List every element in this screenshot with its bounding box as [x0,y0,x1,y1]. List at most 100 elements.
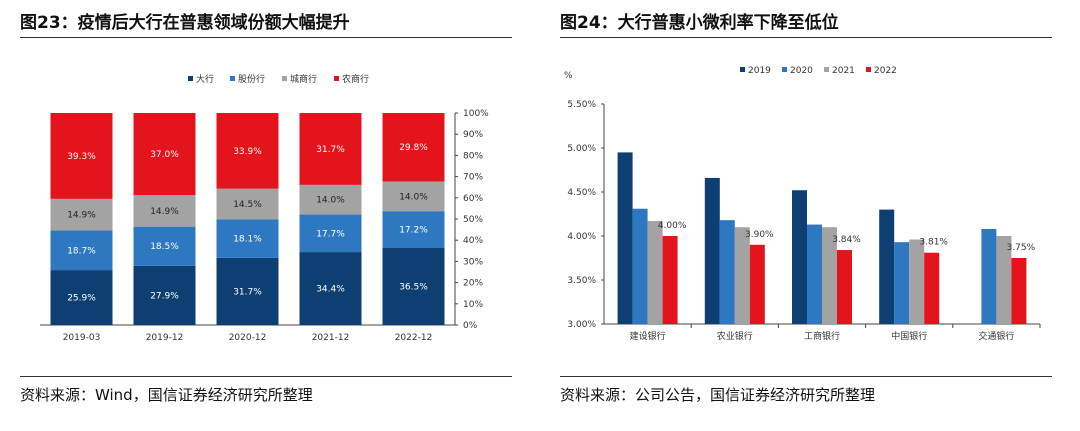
bar [909,239,925,324]
bar [647,221,663,324]
data-label: 37.0% [150,150,179,160]
legend-swatch-2022 [866,67,871,72]
bar [662,236,678,324]
bar [996,236,1012,324]
data-label: 3.84% [832,235,861,245]
x-tick-label: 2020-12 [229,333,267,343]
data-label: 3.90% [745,230,774,240]
figure-24-bottom-rule [560,376,1052,377]
legend-label-3: 城商行 [290,73,317,85]
figure-23-panel: 图23：疫情后大行在普惠领域份额大幅提升 大行 股份行 城商行 农商行 0% 10% 20%… [20,13,512,404]
bar-segment [50,198,113,231]
legend-label-2020: 2020 [790,66,813,76]
figure-23-title: 图23：疫情后大行在普惠领域份额大幅提升 [20,13,350,33]
bar-segment [216,113,279,189]
x-tick-label: 交通银行 [978,330,1014,342]
data-label: 18.7% [67,246,96,256]
figure-23-top-rule [20,37,512,38]
legend-label-4: 农商行 [342,73,369,85]
legend-swatch-2021 [824,67,829,72]
stacked-share-chart: 大行 股份行 城商行 农商行 0% 10% 20% 30% 40% 50% 60% 70% 80% 90%… [40,73,489,343]
bar [617,152,633,324]
bar-segment [299,214,362,253]
bar-segment [299,184,362,215]
bar-segment [299,252,362,325]
x-tick-label: 2022-12 [395,333,433,343]
y-tick-label: 90% [463,130,483,140]
y-tick-label: 80% [463,151,483,161]
bar-segment [382,247,445,325]
y-tick-label: 60% [463,194,483,204]
legend-swatch-3 [282,76,287,81]
bar-segment [382,211,445,248]
legend-label-2019: 2019 [748,66,771,76]
y-tick-label: 70% [463,173,483,183]
y-tick-label: 5.00% [567,144,596,154]
bar [807,224,822,324]
y-tick-label: 40% [463,236,483,246]
bar [894,242,910,324]
data-label: 18.5% [150,242,179,252]
rate-bar-chart: 2019 2020 2021 2022% 3.00% 3.50% 4.00% 4.50% 5.0… [564,66,1041,342]
bar-segment [50,270,113,325]
data-label: 3.81% [919,238,948,248]
bar [1011,258,1027,324]
legend-swatch-2020 [782,67,787,72]
bar-segment [299,113,362,185]
data-label: 14.0% [316,196,345,206]
legend-label-2022: 2022 [874,66,897,76]
bar-segment [50,113,113,199]
data-label: 34.4% [316,285,345,295]
y-tick-label: 3.50% [567,276,596,286]
bar-segment [382,113,445,182]
data-label: 17.2% [399,225,428,235]
bar [734,227,750,324]
data-label: 25.9% [67,294,96,304]
legend-swatch-2019 [740,67,745,72]
data-label: 14.0% [399,192,428,202]
x-tick-label: 农业银行 [717,330,753,342]
x-tick-label: 建设银行 [630,330,666,342]
legend-swatch-4 [334,76,339,81]
data-label: 39.3% [67,152,96,162]
data-label: 31.7% [233,287,262,297]
y-tick-label: 20% [463,279,483,289]
bar [822,227,837,324]
bar [837,250,852,324]
bar [704,177,720,324]
data-label: 3.75% [1007,243,1036,253]
x-tick-label: 2019-12 [146,333,184,343]
data-label: 18.1% [233,235,262,245]
data-label: 4.00% [658,221,687,231]
data-label: 17.7% [316,229,345,239]
x-tick-label: 工商银行 [804,330,840,342]
y-tick-label: 3.00% [567,320,596,330]
y-tick-label: 30% [463,257,483,267]
y-tick-label: 50% [463,215,483,225]
bar-segment [382,181,445,212]
figure-24-source: 资料来源：公司公告，国信证券经济研究所整理 [560,386,876,404]
bar [632,208,648,324]
data-label: 14.9% [150,207,179,217]
y-tick-label: 4.00% [567,232,596,242]
bar-segment [216,188,279,220]
legend-label-2: 股份行 [238,73,265,85]
y-tick-label: 10% [463,300,483,310]
legend-swatch-1 [188,76,193,81]
x-tick-label: 2019-03 [63,333,101,343]
bar-segment [133,195,196,227]
legend-label-1: 大行 [196,73,214,85]
data-label: 36.5% [399,282,428,292]
bar-segment [216,219,279,258]
bar [719,220,735,324]
data-label: 29.8% [399,143,428,153]
y-tick-label: 100% [463,109,489,119]
y-unit-label: % [564,71,573,81]
x-tick-label: 2021-12 [312,333,350,343]
data-label: 14.9% [67,211,96,221]
figure-24-title: 图24：大行普惠小微利率下降至低位 [560,13,839,33]
bar-segment [216,257,279,325]
bar-segment [50,230,113,271]
x-tick-label: 中国银行 [891,330,927,342]
figure-23-bottom-rule [20,376,512,377]
